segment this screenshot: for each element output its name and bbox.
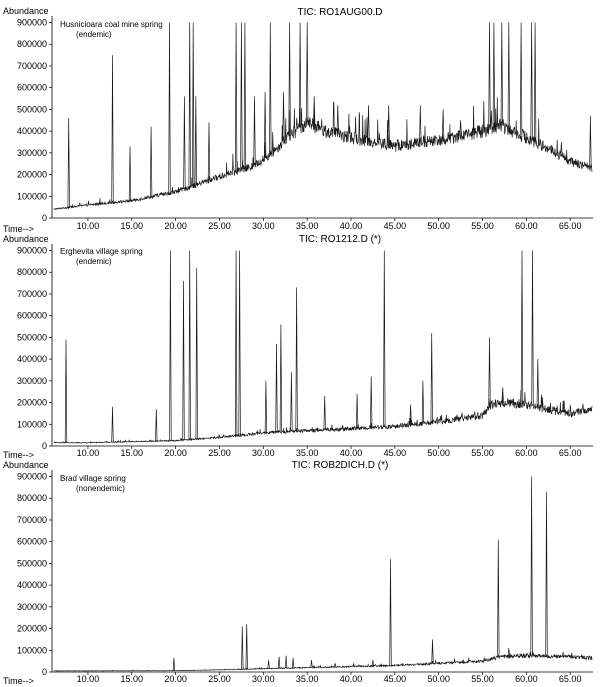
- y-tick-label: 400000: [17, 126, 47, 136]
- y-axis-label: Abundance: [3, 234, 49, 244]
- sample-annotation-line-2: (nonendemic): [76, 484, 125, 493]
- y-tick-label: 700000: [17, 289, 47, 299]
- x-tick-group: 10.00 15.00 20.00 25.00 30.00 35.00 40.00 45.00…: [77, 218, 582, 231]
- x-tick-label: 55.00: [471, 221, 494, 231]
- y-tick-label: 0: [42, 213, 47, 223]
- x-tick-label: 55.00: [471, 448, 494, 458]
- x-tick-label: 25.00: [208, 448, 231, 458]
- plot-axes: [51, 244, 593, 447]
- x-tick-label: 50.00: [427, 674, 450, 684]
- x-tick-label: 60.00: [515, 448, 538, 458]
- y-tick-label: 400000: [17, 354, 47, 364]
- x-tick-label: 15.00: [121, 674, 144, 684]
- y-tick-label: 300000: [17, 602, 47, 612]
- y-axis-label: Abundance: [3, 460, 49, 470]
- y-tick-label: 700000: [17, 61, 47, 71]
- x-tick-label: 10.00: [77, 448, 100, 458]
- x-axis-label: Time-->: [3, 450, 34, 460]
- x-tick-label: 25.00: [208, 221, 231, 231]
- sample-annotation-line-2: (endemic): [76, 257, 112, 266]
- chart-title: TIC: RO1212.D (*): [299, 234, 381, 245]
- x-axis-label: Time-->: [3, 676, 34, 686]
- x-tick-label: 10.00: [77, 221, 100, 231]
- x-tick-label: 65.00: [559, 448, 582, 458]
- plot-axes: [51, 16, 593, 219]
- y-tick-label: 800000: [17, 493, 47, 503]
- y-tick-label: 0: [42, 441, 47, 451]
- y-tick-label: 600000: [17, 83, 47, 93]
- x-tick-label: 20.00: [164, 448, 187, 458]
- y-tick-label: 200000: [17, 624, 47, 634]
- tic-trace: [53, 250, 593, 444]
- x-tick-label: 15.00: [121, 448, 144, 458]
- y-tick-group: 0 100000 200000 300000 400000 500000 600000 700…: [17, 18, 52, 223]
- y-tick-label: 500000: [17, 104, 47, 114]
- x-axis-label: Time-->: [3, 224, 34, 234]
- y-tick-label: 700000: [17, 515, 47, 525]
- chromatogram-panel-2: Abundance TIC: RO1212.D (*) Erghevita vi…: [3, 234, 593, 460]
- y-tick-label: 200000: [17, 170, 47, 180]
- y-tick-label: 600000: [17, 537, 47, 547]
- y-tick-group: 0 100000 200000 300000 400000 500000 600000 700…: [17, 472, 52, 677]
- y-tick-label: 400000: [17, 580, 47, 590]
- x-tick-label: 40.00: [340, 221, 363, 231]
- chromatogram-panel-1: Abundance TIC: RO1AUG00.D Husnicioara co…: [3, 6, 593, 234]
- y-tick-label: 900000: [17, 246, 47, 256]
- x-tick-group: 10.00 15.00 20.00 25.00 30.00 35.00 40.00 45.00…: [77, 446, 582, 458]
- x-tick-label: 45.00: [384, 448, 407, 458]
- y-tick-group: 0 100000 200000 300000 400000 500000 600000 700…: [17, 246, 52, 451]
- x-tick-label: 45.00: [384, 674, 407, 684]
- x-tick-label: 35.00: [296, 674, 319, 684]
- y-tick-label: 900000: [17, 18, 47, 28]
- chart-title: TIC: RO1AUG00.D: [297, 7, 382, 18]
- y-tick-label: 800000: [17, 39, 47, 49]
- chromatogram-panel-3: Abundance TIC: ROB2DICH.D (*) Brad villa…: [3, 460, 593, 686]
- x-tick-label: 30.00: [252, 448, 275, 458]
- y-tick-label: 300000: [17, 376, 47, 386]
- tic-trace: [53, 476, 593, 672]
- x-tick-label: 50.00: [427, 221, 450, 231]
- plot-axes: [51, 470, 593, 673]
- y-tick-label: 0: [42, 667, 47, 677]
- x-tick-label: 35.00: [296, 221, 319, 231]
- x-tick-label: 35.00: [296, 448, 319, 458]
- tic-trace: [53, 22, 593, 211]
- y-tick-label: 500000: [17, 332, 47, 342]
- y-tick-label: 800000: [17, 267, 47, 277]
- sample-annotation-line-1: Brad village spring: [60, 474, 126, 483]
- y-tick-label: 100000: [17, 419, 47, 429]
- y-axis-label: Abundance: [3, 6, 49, 16]
- y-tick-label: 500000: [17, 558, 47, 568]
- x-tick-label: 50.00: [427, 448, 450, 458]
- x-tick-label: 30.00: [252, 221, 275, 231]
- y-tick-label: 100000: [17, 645, 47, 655]
- chart-title: TIC: ROB2DICH.D (*): [292, 460, 389, 471]
- x-tick-label: 20.00: [164, 221, 187, 231]
- x-tick-label: 45.00: [384, 221, 407, 231]
- x-tick-label: 20.00: [164, 674, 187, 684]
- x-tick-group: 10.00 15.00 20.00 25.00 30.00 35.00 40.00 45.00…: [77, 672, 582, 684]
- x-tick-label: 60.00: [515, 221, 538, 231]
- y-tick-label: 300000: [17, 148, 47, 158]
- y-tick-label: 900000: [17, 472, 47, 482]
- sample-annotation-line-1: Erghevita village spring: [60, 247, 143, 256]
- x-tick-label: 40.00: [340, 674, 363, 684]
- x-tick-label: 60.00: [515, 674, 538, 684]
- y-tick-label: 600000: [17, 311, 47, 321]
- x-tick-label: 25.00: [208, 674, 231, 684]
- sample-annotation-line-1: Husnicioara coal mine spring: [60, 20, 163, 29]
- x-tick-label: 40.00: [340, 448, 363, 458]
- x-tick-label: 55.00: [471, 674, 494, 684]
- sample-annotation-line-2: (endemic): [76, 30, 112, 39]
- x-tick-label: 65.00: [559, 221, 582, 231]
- y-tick-label: 200000: [17, 398, 47, 408]
- y-tick-label: 100000: [17, 191, 47, 201]
- x-tick-label: 10.00: [77, 674, 100, 684]
- x-tick-label: 30.00: [252, 674, 275, 684]
- x-tick-label: 65.00: [559, 674, 582, 684]
- x-tick-label: 15.00: [121, 221, 144, 231]
